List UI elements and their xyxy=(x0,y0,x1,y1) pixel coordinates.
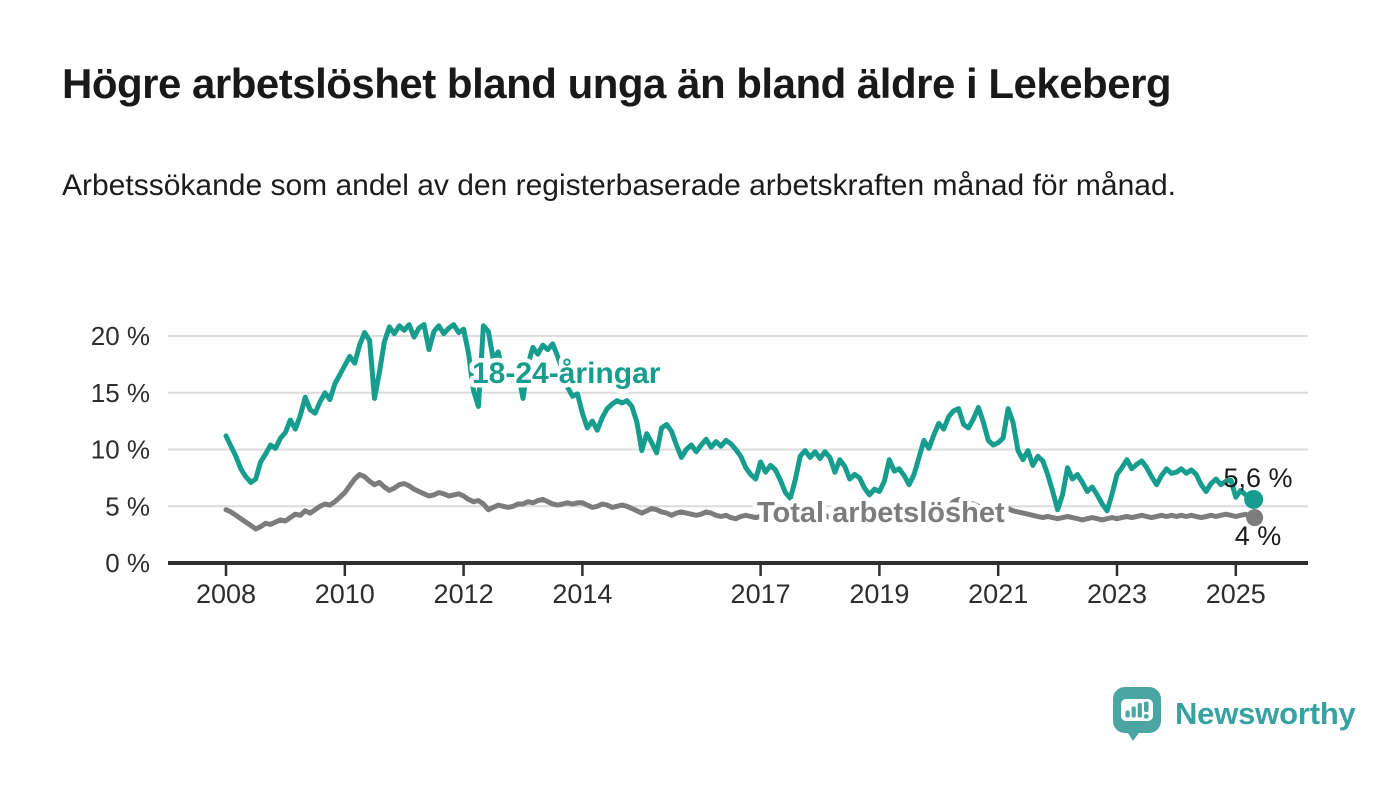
x-tick-label: 2012 xyxy=(434,579,494,609)
x-tick-label: 2008 xyxy=(196,579,256,609)
young-end-dot xyxy=(1244,489,1264,509)
newsworthy-logo: Newsworthy xyxy=(1112,686,1356,742)
chart-title: Högre arbetslöshet bland unga än bland ä… xyxy=(62,60,1172,107)
logo-bar-1 xyxy=(1125,710,1130,718)
logo-exclamation-bar xyxy=(1144,701,1149,712)
y-tick-label: 20 % xyxy=(91,321,150,351)
logo-bubble-tail xyxy=(1126,730,1141,741)
chart-subtitle: Arbetssökande som andel av den registerb… xyxy=(62,169,1176,202)
logo-bar-3 xyxy=(1137,703,1142,718)
young-series-line xyxy=(223,322,1254,514)
logo-exclamation-dot xyxy=(1144,714,1149,719)
y-tick-label: 5 % xyxy=(105,491,150,521)
x-tick-label: 2019 xyxy=(849,579,909,609)
total-end-dot xyxy=(1246,509,1264,527)
newsworthy-logo-icon xyxy=(1113,687,1161,741)
young-end-value-label: 5,6 % xyxy=(1223,463,1292,493)
y-tick-label: 0 % xyxy=(105,548,150,578)
total-series-label: Total arbetslöshet xyxy=(757,497,1005,529)
x-tick-label: 2021 xyxy=(968,579,1028,609)
total-series-line xyxy=(223,472,1254,532)
total-end-value-label: 4 % xyxy=(1235,521,1282,551)
y-tick-label: 10 % xyxy=(91,435,150,465)
x-tick-label: 2014 xyxy=(552,579,612,609)
young-series-label: 18-24-åringar xyxy=(472,357,661,390)
x-tick-label: 2017 xyxy=(731,579,791,609)
newsworthy-logo-text: Newsworthy xyxy=(1175,696,1356,731)
x-tick-label: 2025 xyxy=(1206,579,1266,609)
logo-bar-2 xyxy=(1131,706,1136,718)
y-tick-label: 15 % xyxy=(91,378,150,408)
x-tick-label: 2023 xyxy=(1087,579,1147,609)
x-tick-label: 2010 xyxy=(315,579,375,609)
